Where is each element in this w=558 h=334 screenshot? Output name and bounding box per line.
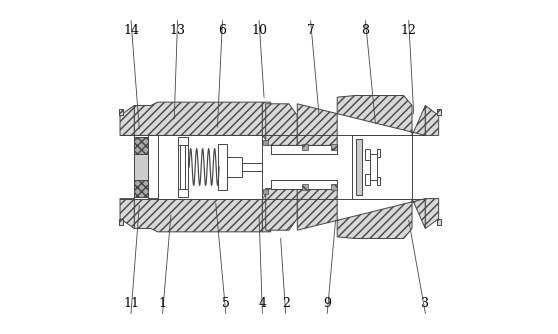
Polygon shape bbox=[425, 106, 439, 135]
Text: 6: 6 bbox=[218, 24, 227, 37]
Bar bbox=[134, 137, 148, 154]
Text: 9: 9 bbox=[323, 297, 331, 310]
Bar bbox=[271, 180, 337, 189]
Polygon shape bbox=[262, 102, 271, 145]
Bar bbox=[330, 144, 336, 150]
Bar bbox=[271, 145, 337, 154]
Polygon shape bbox=[262, 189, 271, 232]
Text: 13: 13 bbox=[170, 24, 186, 37]
Polygon shape bbox=[134, 102, 262, 135]
Bar bbox=[119, 218, 123, 224]
Polygon shape bbox=[297, 189, 425, 238]
Bar bbox=[377, 177, 381, 185]
Text: 14: 14 bbox=[123, 24, 139, 37]
Text: 3: 3 bbox=[421, 297, 429, 310]
Bar bbox=[365, 174, 371, 185]
Polygon shape bbox=[120, 199, 134, 228]
Bar bbox=[271, 154, 337, 180]
Bar bbox=[242, 163, 262, 171]
Bar bbox=[371, 154, 377, 180]
Polygon shape bbox=[134, 199, 262, 232]
Bar bbox=[157, 135, 262, 199]
Bar bbox=[302, 144, 307, 150]
Bar bbox=[119, 110, 123, 116]
Bar bbox=[219, 144, 227, 190]
Bar bbox=[177, 189, 187, 197]
Polygon shape bbox=[425, 199, 439, 228]
Bar bbox=[134, 135, 148, 199]
Bar bbox=[177, 145, 180, 189]
Bar bbox=[437, 110, 441, 116]
Bar bbox=[352, 135, 412, 199]
Text: 11: 11 bbox=[123, 297, 139, 310]
Bar bbox=[437, 218, 441, 224]
Bar bbox=[365, 149, 371, 160]
Bar bbox=[330, 184, 336, 190]
Polygon shape bbox=[120, 106, 134, 135]
Text: 5: 5 bbox=[222, 297, 230, 310]
Text: 12: 12 bbox=[401, 24, 417, 37]
Polygon shape bbox=[297, 96, 425, 145]
Bar bbox=[227, 157, 242, 177]
Bar bbox=[134, 154, 148, 180]
Text: 1: 1 bbox=[158, 297, 167, 310]
Text: 2: 2 bbox=[282, 297, 290, 310]
Text: 4: 4 bbox=[258, 297, 266, 310]
Bar bbox=[377, 149, 381, 157]
Bar bbox=[177, 137, 187, 145]
Bar bbox=[356, 139, 362, 195]
Bar bbox=[134, 180, 148, 197]
Text: 10: 10 bbox=[251, 24, 267, 37]
Text: 7: 7 bbox=[307, 24, 315, 37]
Polygon shape bbox=[266, 104, 297, 145]
Polygon shape bbox=[266, 189, 297, 230]
Text: 8: 8 bbox=[362, 24, 369, 37]
Bar bbox=[302, 184, 307, 190]
Bar bbox=[263, 140, 268, 145]
Bar bbox=[185, 145, 188, 189]
Bar bbox=[263, 189, 268, 194]
